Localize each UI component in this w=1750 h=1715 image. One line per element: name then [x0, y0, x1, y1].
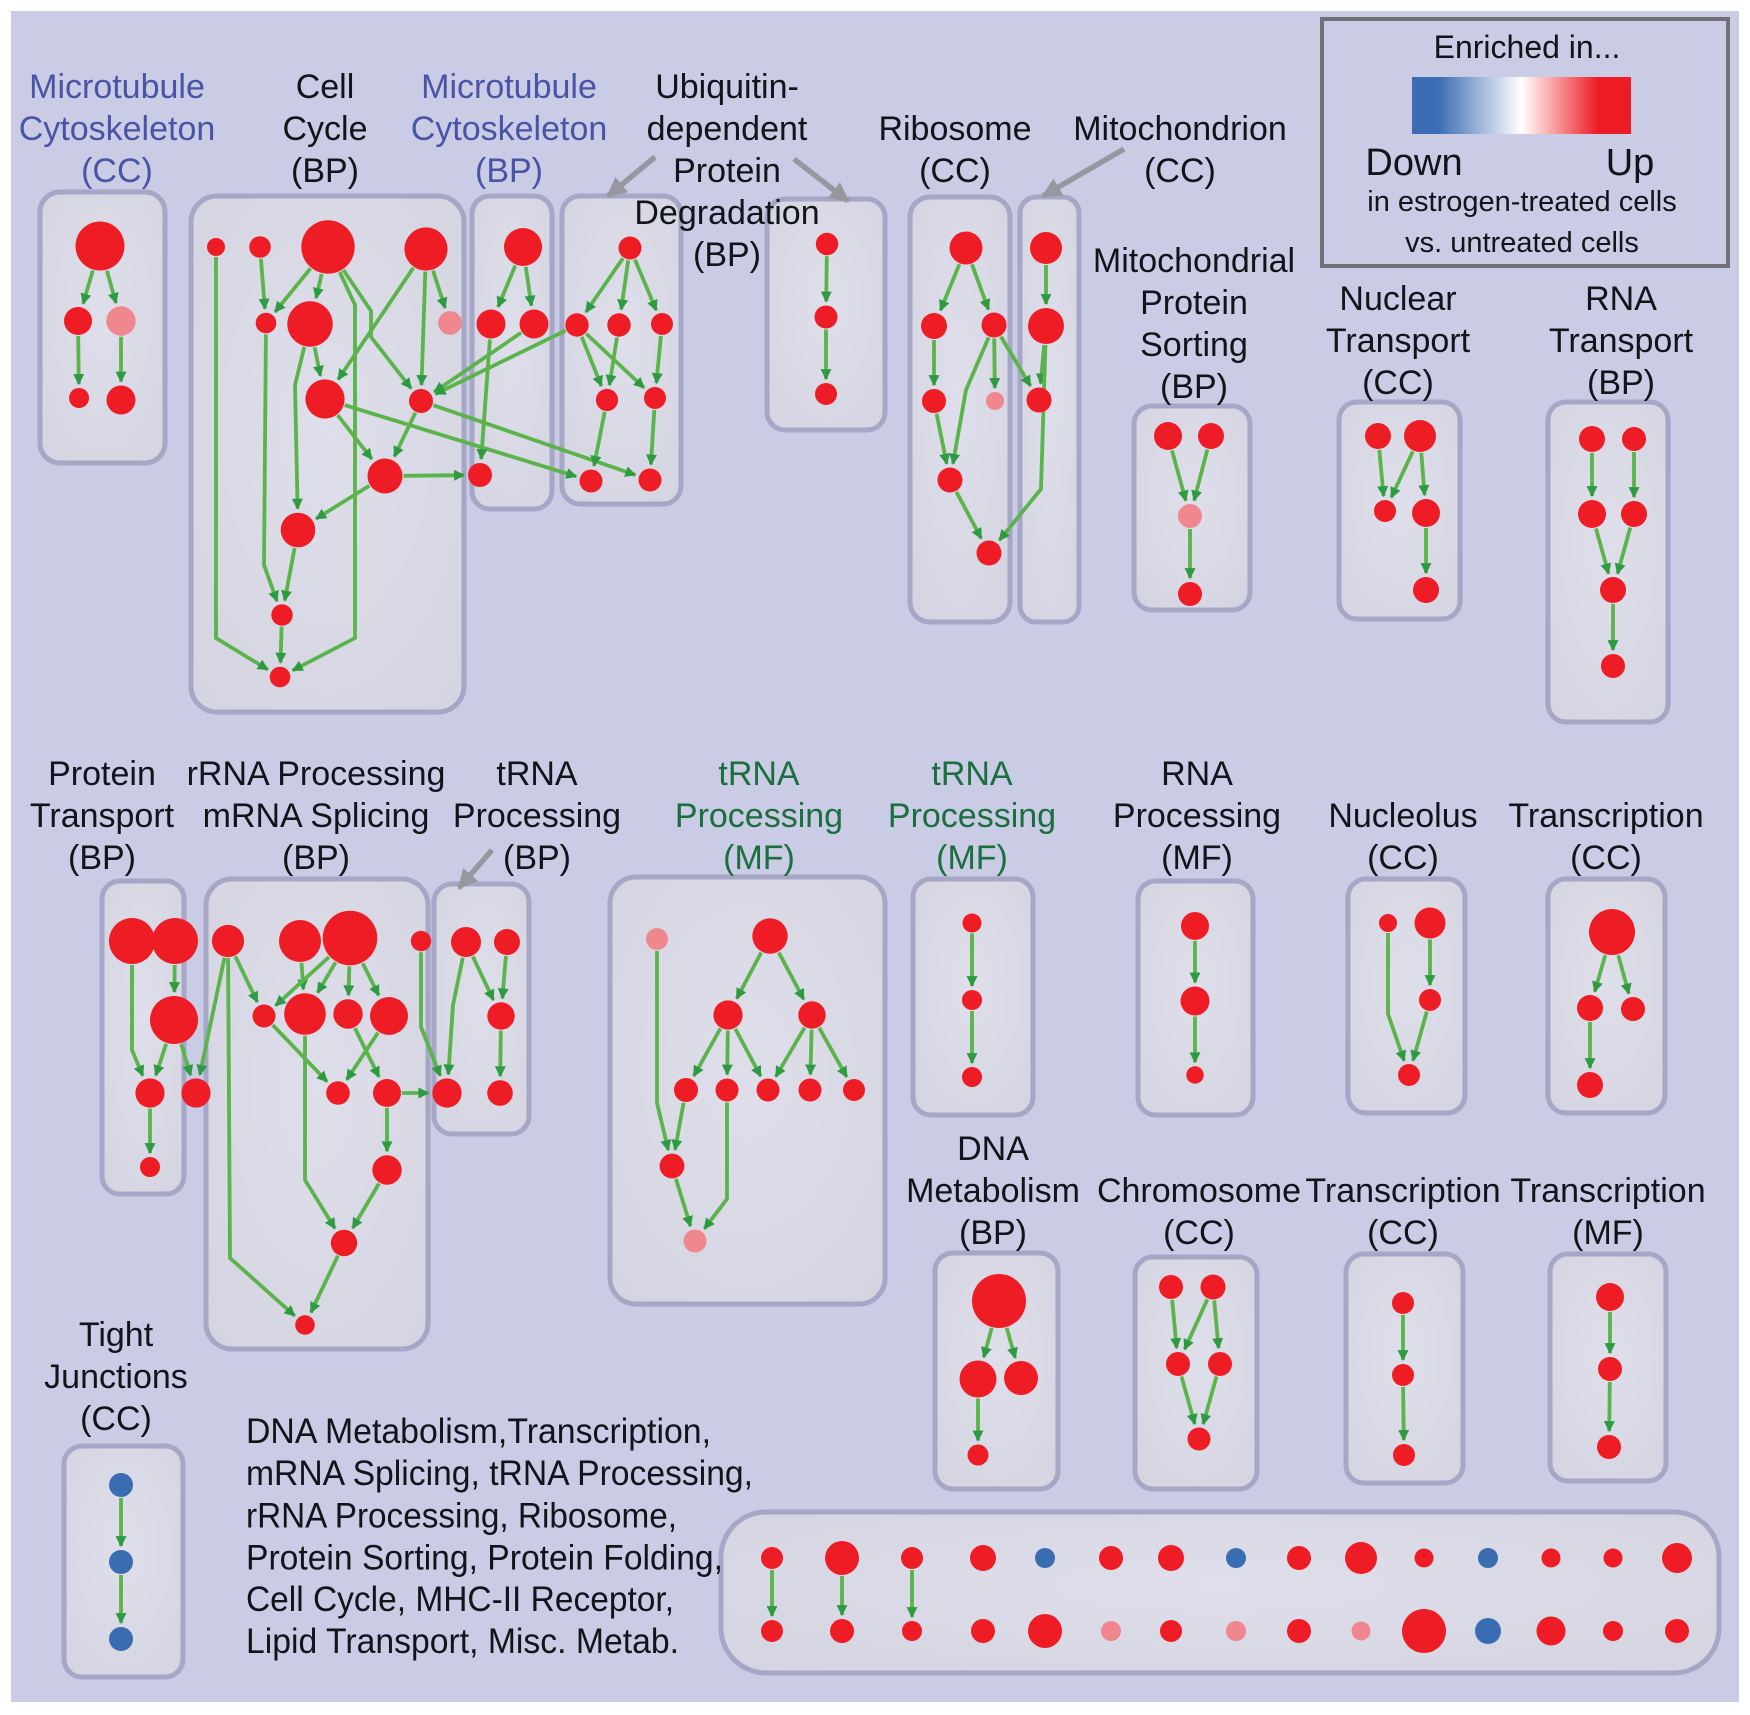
svg-text:Down: Down — [1365, 142, 1462, 184]
svg-text:Cell: Cell — [296, 68, 355, 106]
svg-text:Transcription: Transcription — [1508, 797, 1703, 835]
svg-text:(CC): (CC) — [81, 152, 153, 190]
svg-text:Cytoskeleton: Cytoskeleton — [19, 110, 216, 148]
svg-text:(MF): (MF) — [936, 839, 1008, 877]
svg-text:mRNA Splicing: mRNA Splicing — [203, 797, 430, 835]
svg-text:Protein: Protein — [673, 152, 781, 190]
svg-text:Lipid Transport, Misc. Metab.: Lipid Transport, Misc. Metab. — [246, 1622, 679, 1661]
svg-text:rRNA Processing, Ribosome,: rRNA Processing, Ribosome, — [246, 1497, 677, 1536]
svg-text:Microtubule: Microtubule — [29, 68, 205, 106]
svg-text:vs. untreated cells: vs. untreated cells — [1405, 227, 1639, 259]
svg-text:(BP): (BP) — [503, 839, 571, 877]
svg-text:Cytoskeleton: Cytoskeleton — [411, 110, 608, 148]
svg-text:RNA: RNA — [1585, 280, 1657, 318]
svg-text:Transport: Transport — [1549, 322, 1694, 360]
svg-text:tRNA: tRNA — [931, 755, 1013, 793]
svg-text:RNA: RNA — [1161, 755, 1233, 793]
svg-text:(CC): (CC) — [919, 152, 991, 190]
svg-text:(CC): (CC) — [1367, 1214, 1439, 1252]
svg-text:Mitochondrial: Mitochondrial — [1093, 242, 1295, 280]
svg-text:Up: Up — [1606, 142, 1655, 184]
svg-text:Processing: Processing — [453, 797, 621, 835]
svg-text:Protein: Protein — [48, 755, 156, 793]
svg-text:in estrogen-treated cells: in estrogen-treated cells — [1367, 186, 1677, 218]
svg-text:(CC): (CC) — [1362, 364, 1434, 402]
svg-text:Cell Cycle, MHC-II Receptor,: Cell Cycle, MHC-II Receptor, — [246, 1580, 674, 1619]
svg-text:Processing: Processing — [675, 797, 843, 835]
svg-text:Mitochondrion: Mitochondrion — [1073, 110, 1287, 148]
svg-text:(CC): (CC) — [1570, 839, 1642, 877]
svg-text:Nuclear: Nuclear — [1339, 280, 1456, 318]
svg-text:(BP): (BP) — [693, 236, 761, 274]
svg-text:Protein Sorting, Protein Foldi: Protein Sorting, Protein Folding, — [246, 1539, 723, 1578]
svg-text:Metabolism: Metabolism — [906, 1172, 1080, 1210]
svg-text:Cycle: Cycle — [282, 110, 367, 148]
svg-text:Transport: Transport — [30, 797, 175, 835]
svg-text:Ubiquitin-: Ubiquitin- — [655, 68, 799, 106]
svg-text:(BP): (BP) — [282, 839, 350, 877]
svg-text:(BP): (BP) — [68, 839, 136, 877]
svg-text:(BP): (BP) — [291, 152, 359, 190]
svg-text:Nucleolus: Nucleolus — [1328, 797, 1477, 835]
svg-text:Processing: Processing — [888, 797, 1056, 835]
svg-text:Junctions: Junctions — [44, 1358, 188, 1396]
svg-text:(CC): (CC) — [1367, 839, 1439, 877]
svg-text:(BP): (BP) — [959, 1214, 1027, 1252]
svg-text:dependent: dependent — [647, 110, 808, 148]
svg-text:(CC): (CC) — [80, 1400, 152, 1438]
svg-text:Degradation: Degradation — [634, 194, 819, 232]
svg-text:Enriched in...: Enriched in... — [1434, 29, 1621, 65]
svg-text:Tight: Tight — [79, 1316, 154, 1354]
svg-text:(MF): (MF) — [723, 839, 795, 877]
svg-text:Processing: Processing — [1113, 797, 1281, 835]
svg-text:(MF): (MF) — [1572, 1214, 1644, 1252]
svg-text:Sorting: Sorting — [1140, 326, 1248, 364]
svg-text:(CC): (CC) — [1163, 1214, 1235, 1252]
svg-text:Protein: Protein — [1140, 284, 1248, 322]
svg-text:Ribosome: Ribosome — [878, 110, 1031, 148]
svg-text:DNA: DNA — [957, 1130, 1029, 1168]
svg-text:DNA Metabolism,Transcription,: DNA Metabolism,Transcription, — [246, 1412, 711, 1451]
svg-text:(CC): (CC) — [1144, 152, 1216, 190]
svg-text:mRNA Splicing, tRNA Processing: mRNA Splicing, tRNA Processing, — [246, 1454, 753, 1493]
svg-text:Transport: Transport — [1326, 322, 1471, 360]
svg-text:(MF): (MF) — [1161, 839, 1233, 877]
svg-text:Microtubule: Microtubule — [421, 68, 597, 106]
svg-text:tRNA: tRNA — [718, 755, 800, 793]
svg-text:Transcription: Transcription — [1305, 1172, 1500, 1210]
svg-text:(BP): (BP) — [1160, 368, 1228, 406]
svg-text:(BP): (BP) — [475, 152, 543, 190]
svg-text:(BP): (BP) — [1587, 364, 1655, 402]
svg-text:Chromosome: Chromosome — [1097, 1172, 1301, 1210]
svg-text:tRNA: tRNA — [496, 755, 578, 793]
svg-text:Transcription: Transcription — [1510, 1172, 1705, 1210]
svg-text:rRNA Processing: rRNA Processing — [187, 755, 446, 793]
